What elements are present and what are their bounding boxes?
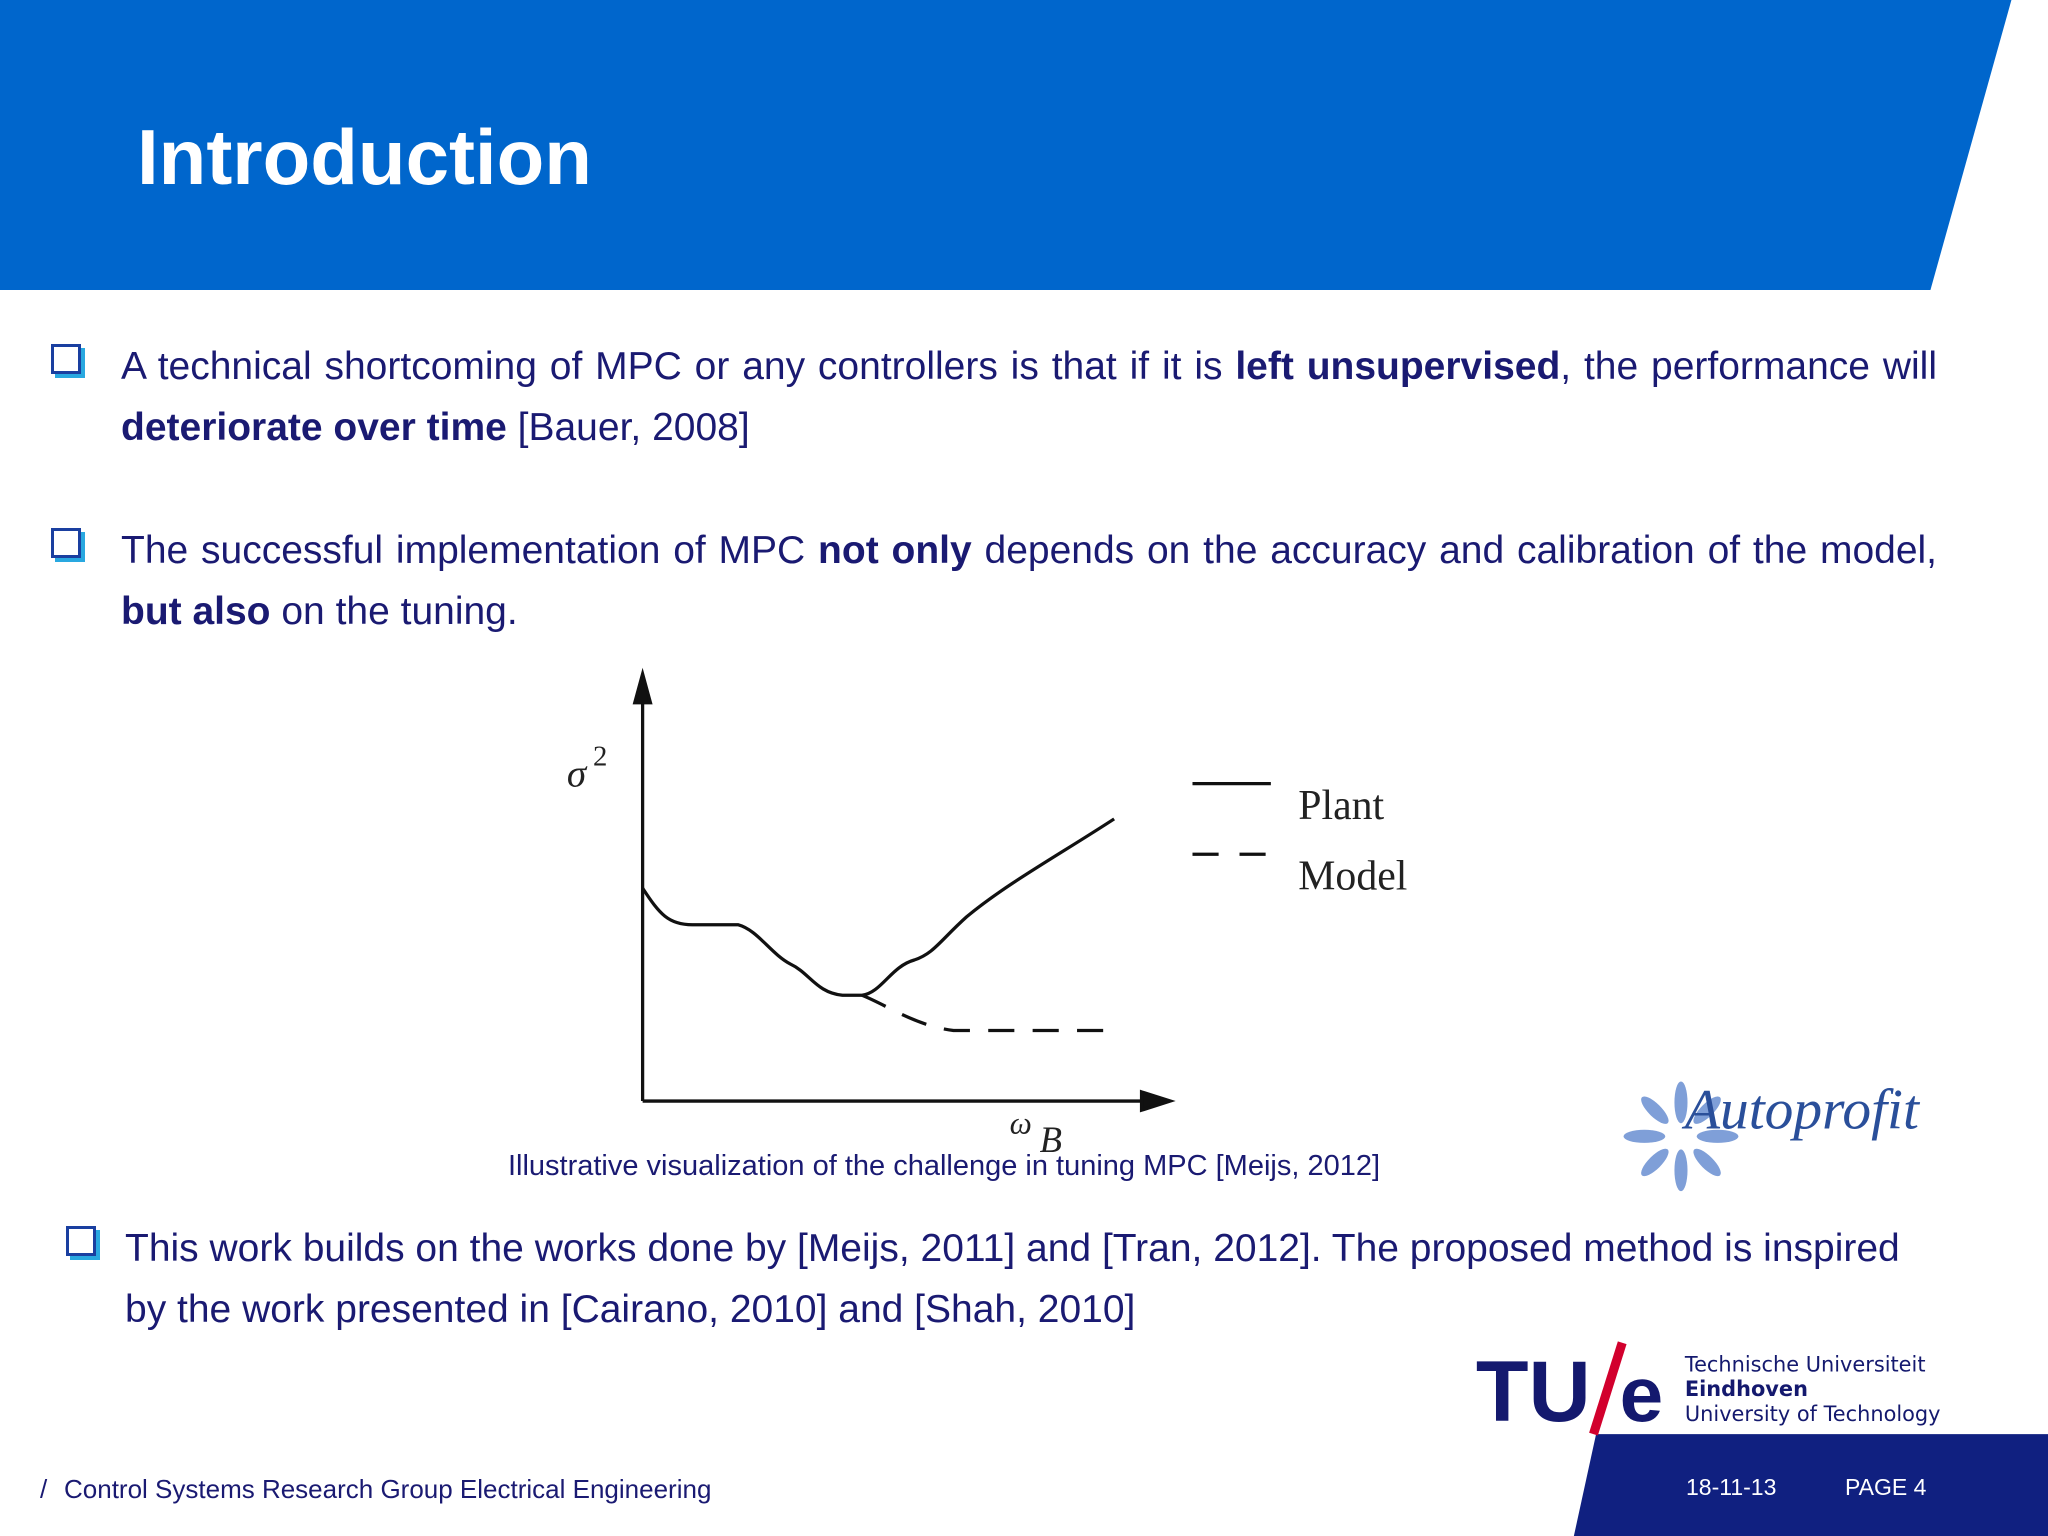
logo-star bbox=[1623, 1081, 1739, 1192]
tue-mark-e: e bbox=[1620, 1350, 1664, 1438]
text: [Bauer, 2008] bbox=[506, 406, 750, 449]
footer-group: Control Systems Research Group Electrica… bbox=[64, 1474, 712, 1504]
bullet: This work builds on the works done by [M… bbox=[125, 1218, 1925, 1340]
bullet-icon bbox=[51, 528, 81, 558]
slide-title: Introduction bbox=[137, 113, 592, 201]
model-curve bbox=[861, 993, 1115, 1033]
bullet-icon bbox=[66, 1226, 96, 1256]
legend-label: Model bbox=[1298, 853, 1407, 899]
x-arrow bbox=[1139, 1089, 1176, 1113]
x-label: ω bbox=[1010, 1106, 1032, 1141]
header-band bbox=[0, 0, 2012, 290]
text: The successful implementation of MPC bbox=[121, 529, 819, 572]
y-arrow bbox=[632, 667, 653, 705]
text: depends on the accuracy and calibration … bbox=[971, 529, 1938, 572]
figure bbox=[632, 667, 1271, 1113]
autoprofit-logo: Autoprofit bbox=[1623, 1078, 1921, 1192]
footer-band bbox=[1573, 1434, 2048, 1536]
text: A technical shortcoming of MPC or any co… bbox=[121, 345, 1236, 388]
text: on the tuning. bbox=[270, 590, 518, 633]
figure-labels: σ 2 ω B Plant Model bbox=[567, 740, 1408, 1160]
plant-curve bbox=[641, 817, 1116, 997]
tue-logo: TU e Technische Universiteit Eindhoven U… bbox=[1476, 1341, 1941, 1440]
figure-caption: Illustrative visualization of the challe… bbox=[507, 1150, 1381, 1182]
text: , the performance will bbox=[1560, 345, 1937, 388]
footer-page: PAGE 4 bbox=[1845, 1474, 1927, 1500]
bullet: The successful implementation of MPC not… bbox=[121, 520, 1937, 642]
legend-label: Plant bbox=[1298, 783, 1384, 829]
autoprofit-text: Autoprofit bbox=[1681, 1078, 1921, 1141]
tue-mark: TU bbox=[1476, 1344, 1591, 1440]
text-bold: but also bbox=[121, 590, 271, 633]
tue-slash bbox=[1589, 1341, 1627, 1436]
footer-slash: / bbox=[40, 1474, 48, 1504]
footer-date: 18-11-13 bbox=[1686, 1474, 1777, 1500]
y-label-sup: 2 bbox=[593, 740, 607, 772]
text-bold: deteriorate over time bbox=[121, 406, 507, 449]
x-label-sub: B bbox=[1040, 1119, 1062, 1160]
bullet: A technical shortcoming of MPC or any co… bbox=[121, 336, 1937, 458]
text: This work builds on the works done by [M… bbox=[125, 1227, 1900, 1331]
tue-line: Technische Universiteit bbox=[1684, 1352, 1926, 1376]
tue-line: Eindhoven bbox=[1685, 1377, 1808, 1401]
bullet-icon bbox=[51, 344, 81, 374]
text-bold: not only bbox=[818, 529, 972, 572]
text-bold: left unsupervised bbox=[1235, 345, 1561, 388]
tue-line: University of Technology bbox=[1685, 1402, 1941, 1426]
y-label: σ bbox=[567, 752, 588, 795]
